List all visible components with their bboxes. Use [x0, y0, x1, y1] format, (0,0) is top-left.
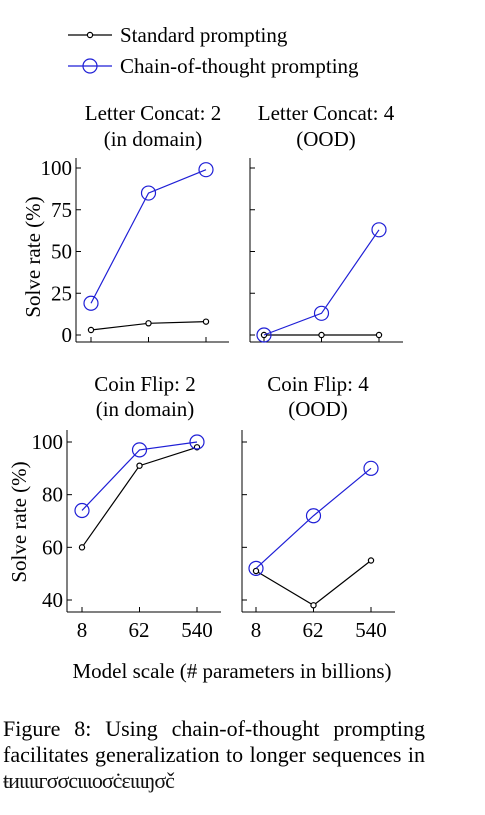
data-point-standard [87, 326, 95, 334]
x-tick-label-left-8: 8 [77, 618, 88, 642]
legend: Standard prompting Chain-of-thought prom… [68, 23, 359, 78]
y-tick-label: 50 [51, 240, 72, 264]
series-line-chain-of-thought [263, 229, 380, 336]
y-tick-label: 60 [42, 535, 63, 559]
figure-caption: Figure 8: Using chain-of-thought prompti… [3, 716, 425, 794]
legend-label-standard: Standard prompting [120, 23, 288, 47]
series-line-chain-of-thought [90, 169, 207, 304]
x-tick-label-right-62: 62 [303, 618, 324, 642]
data-point-chain-of-thought [198, 162, 214, 178]
data-point-standard [375, 331, 383, 339]
data-point-chain-of-thought [248, 560, 264, 577]
panel-title-coin4-line2: (OOD) [288, 397, 347, 421]
data-point-standard [318, 331, 325, 339]
data-point-chain-of-thought [363, 460, 379, 476]
panel-title-coin4-line1: Coin Flip: 4 [267, 372, 369, 396]
panel-letter-concat-4 [249, 158, 403, 343]
panel-title-letter4-line1: Letter Concat: 4 [258, 101, 395, 125]
y-tick-label: 100 [32, 430, 64, 454]
data-point-standard [310, 602, 317, 609]
y-tick-label: 25 [51, 281, 72, 305]
data-point-standard [252, 567, 260, 575]
y-axis-label-bottom: Solve rate (%) [7, 461, 31, 582]
series-line-chain-of-thought [255, 467, 372, 569]
y-axis-label-top: Solve rate (%) [21, 196, 45, 317]
data-point-chain-of-thought [313, 305, 330, 321]
panel-title-letter2-line1: Letter Concat: 2 [85, 101, 221, 125]
data-point-chain-of-thought [74, 502, 90, 519]
x-axis-label: Model scale (# parameters in billions) [73, 659, 392, 683]
legend-marker-standard [86, 31, 94, 39]
x-tick-label-right-540: 540 [355, 618, 387, 642]
caption-label: Figure 8: [3, 716, 92, 741]
panel-title-coin2-line1: Coin Flip: 2 [94, 372, 196, 396]
legend-marker-cot [82, 58, 98, 74]
x-tick-label-left-540: 540 [181, 618, 213, 642]
data-point-standard [367, 557, 375, 564]
data-point-standard [145, 320, 152, 327]
x-tick-label-right-8: 8 [251, 618, 262, 642]
panel-coin-flip-4 [241, 430, 395, 613]
data-point-standard [202, 318, 210, 325]
x-tick-label-left-62: 62 [129, 618, 150, 642]
y-tick-label: 100 [41, 156, 73, 180]
panel-letter-concat-2: 0 25 50 75 100 [41, 156, 229, 347]
data-point-chain-of-thought [371, 222, 387, 238]
panel-coin-flip-2: 40 60 80 100 [32, 430, 221, 613]
y-tick-label: 0 [62, 323, 73, 347]
y-tick-label: 80 [42, 483, 63, 507]
data-point-chain-of-thought [189, 434, 205, 450]
data-point-standard [136, 462, 143, 469]
panel-title-letter2-line2: (in domain) [104, 127, 203, 151]
data-point-chain-of-thought [256, 327, 272, 343]
panel-title-letter4-line2: (OOD) [296, 127, 355, 151]
y-tick-label: 40 [42, 588, 63, 612]
caption-text: Using chain-of-thought prompting facilit… [3, 716, 425, 767]
panel-title-coin2-line2: (in domain) [96, 397, 195, 421]
y-tick-label: 75 [51, 198, 72, 222]
figure: Standard prompting Chain-of-thought prom… [7, 23, 403, 683]
series-line-standard [255, 560, 372, 606]
series-line-chain-of-thought [81, 441, 198, 511]
legend-label-cot: Chain-of-thought prompting [120, 54, 359, 78]
caption-garbled-tail: ŧиιιιιгσσcιιιоσċειιιŋσč [3, 768, 175, 793]
data-point-chain-of-thought [140, 185, 157, 201]
data-point-chain-of-thought [131, 442, 148, 458]
data-point-chain-of-thought [83, 295, 99, 311]
data-point-standard [78, 544, 86, 551]
series-line-standard [81, 446, 198, 548]
data-point-chain-of-thought [305, 508, 322, 524]
